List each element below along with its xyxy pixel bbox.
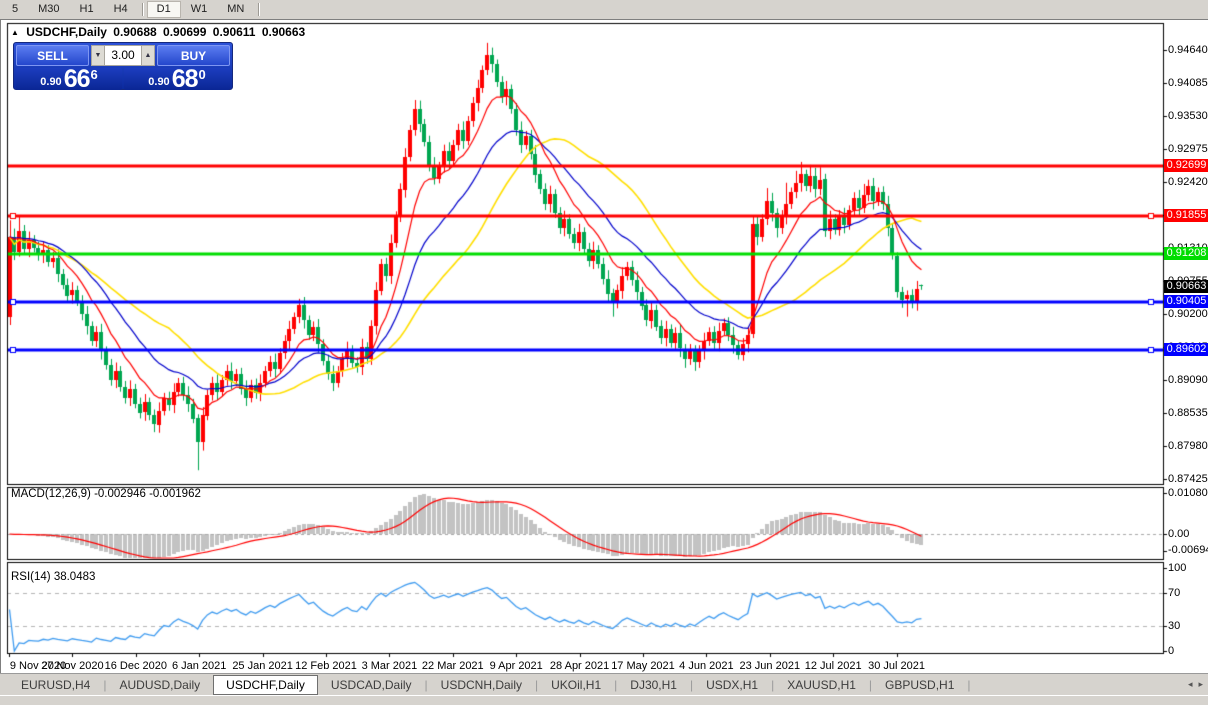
ohlc-open: 0.90688 — [113, 25, 157, 39]
tab-usdcad-daily[interactable]: USDCAD,Daily — [330, 677, 412, 692]
chart-symbol-label: USDCHF,Daily — [26, 25, 107, 39]
toolbar-separator — [258, 3, 260, 16]
date-tick-label: 9 Nov 2020 — [9, 660, 67, 672]
date-tick-label: 30 Jul 2021 — [868, 660, 926, 672]
sell-button[interactable]: SELL — [16, 45, 89, 66]
date-tick-label: 27 Nov 2020 — [41, 660, 104, 672]
date-tick-label: 12 Feb 2021 — [295, 660, 357, 672]
tab-separator: | — [689, 677, 694, 692]
tab-xauusd-h1[interactable]: XAUUSD,H1 — [787, 677, 856, 692]
chart-window: ▲ USDCHF,Daily 0.90688 0.90699 0.90611 0… — [0, 19, 1208, 674]
price-tick-label: 0.94640 — [1168, 44, 1208, 56]
price-tick-label: 0.89090 — [1168, 374, 1208, 387]
macd-indicator-label: MACD(12,26,9) -0.002946 -0.001962 — [11, 488, 201, 500]
price-tick-label: 0.92975 — [1168, 143, 1208, 156]
chart-expand-icon[interactable]: ▲ — [11, 28, 19, 37]
rsi-tick-label: 100 — [1168, 562, 1187, 574]
buy-price-display[interactable]: 0.90 68 0 — [124, 65, 230, 93]
date-tick-label: 22 Mar 2021 — [421, 660, 484, 672]
date-tick-label: 23 Jun 2021 — [739, 660, 801, 672]
sell-price-big: 66 — [63, 65, 91, 93]
date-tick-label: 4 Jun 2021 — [679, 660, 734, 672]
buy-price-prefix: 0.90 — [148, 76, 170, 88]
one-click-trading-panel: SELL ▼ 3.00 ▲ BUY 0.90 66 6 0.90 68 0 — [13, 42, 233, 93]
tab-usdchf-daily[interactable]: USDCHF,Daily — [213, 674, 318, 695]
sell-price-display[interactable]: 0.90 66 6 — [16, 65, 122, 93]
macd-tick-label: -0.006948 — [1168, 544, 1208, 556]
timeframe-toolbar: 5 M30 H1 H4 D1 W1 MN — [0, 0, 1208, 19]
timeframe-button-h4[interactable]: H4 — [113, 3, 128, 15]
price-chart-canvas[interactable] — [1, 20, 1208, 674]
volume-decrease-icon[interactable]: ▼ — [91, 45, 105, 66]
tab-scroll-right-icon[interactable]: ▸ — [1198, 679, 1203, 689]
tab-separator: | — [868, 677, 873, 692]
macd-tick-label: 0.010805 — [1168, 487, 1208, 499]
rsi-tick-label: 0 — [1168, 645, 1175, 657]
timeframe-button-m30[interactable]: M30 — [38, 3, 60, 15]
status-strip — [0, 695, 1208, 705]
price-tick-label: 0.92420 — [1168, 176, 1208, 189]
chart-title: ▲ USDCHF,Daily 0.90688 0.90699 0.90611 0… — [11, 25, 308, 39]
date-tick-label: 25 Jan 2021 — [232, 660, 293, 672]
volume-increase-icon[interactable]: ▲ — [141, 45, 155, 66]
ohlc-close: 0.90663 — [261, 25, 306, 39]
sell-price-pip: 6 — [90, 67, 98, 82]
date-tick-label: 3 Mar 2021 — [361, 660, 418, 672]
tab-gbpusd-h1[interactable]: GBPUSD,H1 — [885, 677, 955, 692]
sell-price-prefix: 0.90 — [40, 76, 62, 88]
tab-separator: | — [614, 677, 618, 692]
price-badge-091855: 0.91855 — [1164, 208, 1208, 222]
tab-scroll-arrows: ◂ ▸ — [1182, 679, 1203, 690]
price-badge-090405: 0.90405 — [1164, 295, 1208, 309]
date-tick-label: 9 Apr 2021 — [489, 660, 543, 672]
tab-usdx-h1[interactable]: USDX,H1 — [706, 677, 759, 692]
ohlc-low: 0.90611 — [212, 25, 256, 39]
date-tick-label: 6 Jan 2021 — [171, 660, 227, 672]
date-tick-label: 12 Jul 2021 — [804, 660, 862, 672]
tab-ukoil-h1[interactable]: UKOil,H1 — [551, 677, 602, 692]
timeframe-button-d1[interactable]: D1 — [146, 1, 181, 18]
buy-price-big: 68 — [171, 65, 199, 93]
timeframe-button-5[interactable]: 5 — [12, 3, 19, 15]
macd-tick-label: 0.00 — [1168, 528, 1190, 540]
price-tick-label: 0.87980 — [1168, 440, 1208, 453]
price-badge-091208: 0.91208 — [1164, 247, 1208, 261]
tab-scroll-left-icon[interactable]: ◂ — [1187, 679, 1193, 689]
ohlc-high: 0.90699 — [163, 25, 207, 39]
date-tick-label: 28 Apr 2021 — [549, 660, 610, 672]
buy-price-pip: 0 — [198, 67, 206, 82]
tab-separator: | — [424, 677, 428, 692]
tab-dj30-h1[interactable]: DJ30,H1 — [630, 677, 677, 692]
price-tick-label: 0.94085 — [1168, 77, 1208, 90]
tab-eurusd-h4[interactable]: EURUSD,H4 — [21, 677, 91, 692]
price-badge-092699: 0.92699 — [1164, 158, 1208, 172]
timeframe-button-h1[interactable]: H1 — [79, 3, 94, 15]
rsi-tick-label: 70 — [1168, 587, 1181, 599]
date-tick-label: 17 May 2021 — [611, 660, 675, 672]
chart-tab-bar: EURUSD,H4 | AUDUSD,Daily USDCHF,Daily USDCAD… — [0, 673, 1208, 695]
price-tick-label: 0.90200 — [1168, 308, 1208, 321]
volume-stepper: ▼ 3.00 ▲ — [91, 45, 155, 66]
toolbar-separator — [141, 3, 143, 16]
price-badge-090663: 0.90663 — [1164, 279, 1208, 293]
buy-button[interactable]: BUY — [157, 45, 230, 66]
tab-separator: | — [535, 677, 539, 692]
tab-usdcnh-daily[interactable]: USDCNH,Daily — [440, 677, 523, 692]
tab-separator: | — [967, 677, 971, 692]
tab-separator: | — [771, 677, 775, 692]
price-tick-label: 0.87425 — [1168, 473, 1208, 486]
price-tick-label: 0.93530 — [1168, 110, 1208, 123]
rsi-tick-label: 30 — [1168, 620, 1181, 632]
date-tick-label: 16 Dec 2020 — [104, 660, 167, 672]
timeframe-button-w1[interactable]: W1 — [190, 3, 208, 15]
volume-field[interactable]: 3.00 — [105, 45, 141, 66]
tab-separator: | — [103, 677, 107, 692]
price-tick-label: 0.88535 — [1168, 407, 1208, 420]
timeframe-button-mn[interactable]: MN — [227, 3, 245, 15]
tab-audusd-daily[interactable]: AUDUSD,Daily — [119, 677, 201, 692]
price-badge-089602: 0.89602 — [1164, 342, 1208, 356]
rsi-indicator-label: RSI(14) 38.0483 — [11, 571, 96, 583]
